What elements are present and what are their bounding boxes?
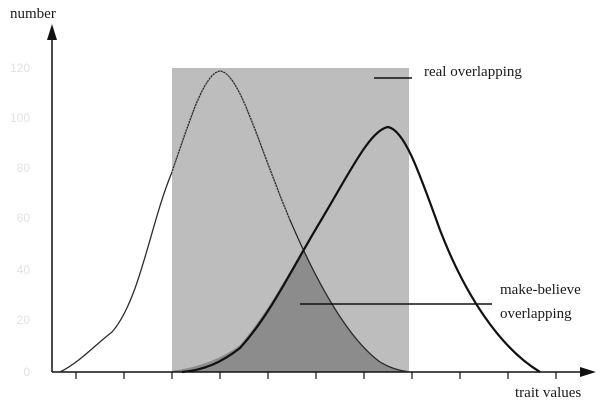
y-tick-labels: 0 20 40 60 80 100 120 (10, 61, 30, 379)
y-tick-label: 20 (17, 313, 31, 327)
make-believe-label-line1: make-believe (500, 282, 581, 298)
y-axis-arrow-icon (47, 24, 57, 40)
y-tick-label: 40 (17, 263, 31, 277)
real-overlap-label: real overlapping (424, 64, 522, 80)
x-axis-arrow-icon (580, 367, 596, 377)
y-tick-label: 80 (17, 161, 31, 175)
curve-population-b (181, 125, 541, 374)
y-tick-label: 60 (17, 211, 31, 225)
x-ticks (75, 372, 557, 379)
x-axis-label: trait values (515, 385, 581, 400)
y-tick-label: 100 (10, 111, 30, 125)
make-believe-label-line2: overlapping (500, 306, 572, 322)
curve-population-a-dots (171, 70, 291, 221)
y-tick-label: 0 (23, 365, 30, 379)
y-tick-label: 120 (10, 61, 30, 75)
y-axis-label: number (10, 6, 56, 22)
